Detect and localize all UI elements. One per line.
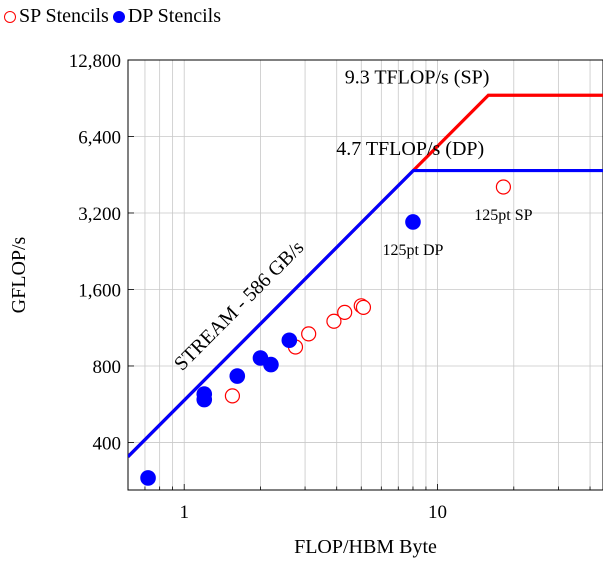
point-annotation: 125pt SP: [474, 207, 532, 224]
data-point: [229, 368, 246, 384]
x-tick-label: 10: [428, 502, 447, 523]
y-tick-label: 3,200: [78, 204, 121, 225]
data-point: [405, 214, 421, 230]
legend-label-sp: SP Stencils: [19, 5, 109, 27]
data-point: [337, 304, 353, 320]
bandwidth-label: STREAM - 586 GB/s: [170, 236, 309, 375]
grid: [127, 60, 603, 490]
filled-circle-icon: [112, 10, 125, 23]
data-point: [355, 299, 372, 316]
y-tick-label: 6,400: [78, 127, 121, 148]
data-point: [196, 386, 213, 402]
y-tick-label: 12,800: [69, 51, 121, 72]
y-axis-label: GFLOP/s: [8, 236, 30, 313]
point-annotation: 125pt DP: [383, 242, 444, 259]
data-point: [495, 179, 512, 195]
roofline-dp: [128, 168, 603, 458]
axis-ticks: [127, 59, 591, 490]
data-point: [140, 470, 156, 486]
data-point: [224, 388, 241, 404]
plot-frame: [127, 59, 603, 491]
y-tick-label: 800: [93, 357, 122, 378]
plot-area: [128, 93, 603, 486]
series-dp-stencils: [140, 214, 421, 486]
y-tick-label: 1,600: [78, 280, 121, 301]
data-point: [263, 356, 279, 373]
open-circle-icon: [4, 10, 16, 23]
legend-label-dp: DP Stencils: [127, 5, 221, 27]
data-point: [281, 332, 298, 349]
x-axis-label: FLOP/HBM Byte: [294, 536, 437, 558]
y-tick-label: 400: [93, 433, 122, 454]
legend-item-sp: SP Stencils: [0, 5, 109, 28]
x-tick-label: 1: [179, 502, 189, 523]
series-sp-stencils: [224, 179, 512, 404]
roof-label: 9.3 TFLOP/s (SP): [345, 66, 490, 88]
legend-item-dp: DP Stencils: [109, 5, 221, 28]
data-point: [326, 313, 342, 329]
data-point: [301, 326, 317, 342]
roof-label: 4.7 TFLOP/s (DP): [336, 138, 484, 160]
legend: SP Stencils DP Stencils: [0, 5, 221, 28]
